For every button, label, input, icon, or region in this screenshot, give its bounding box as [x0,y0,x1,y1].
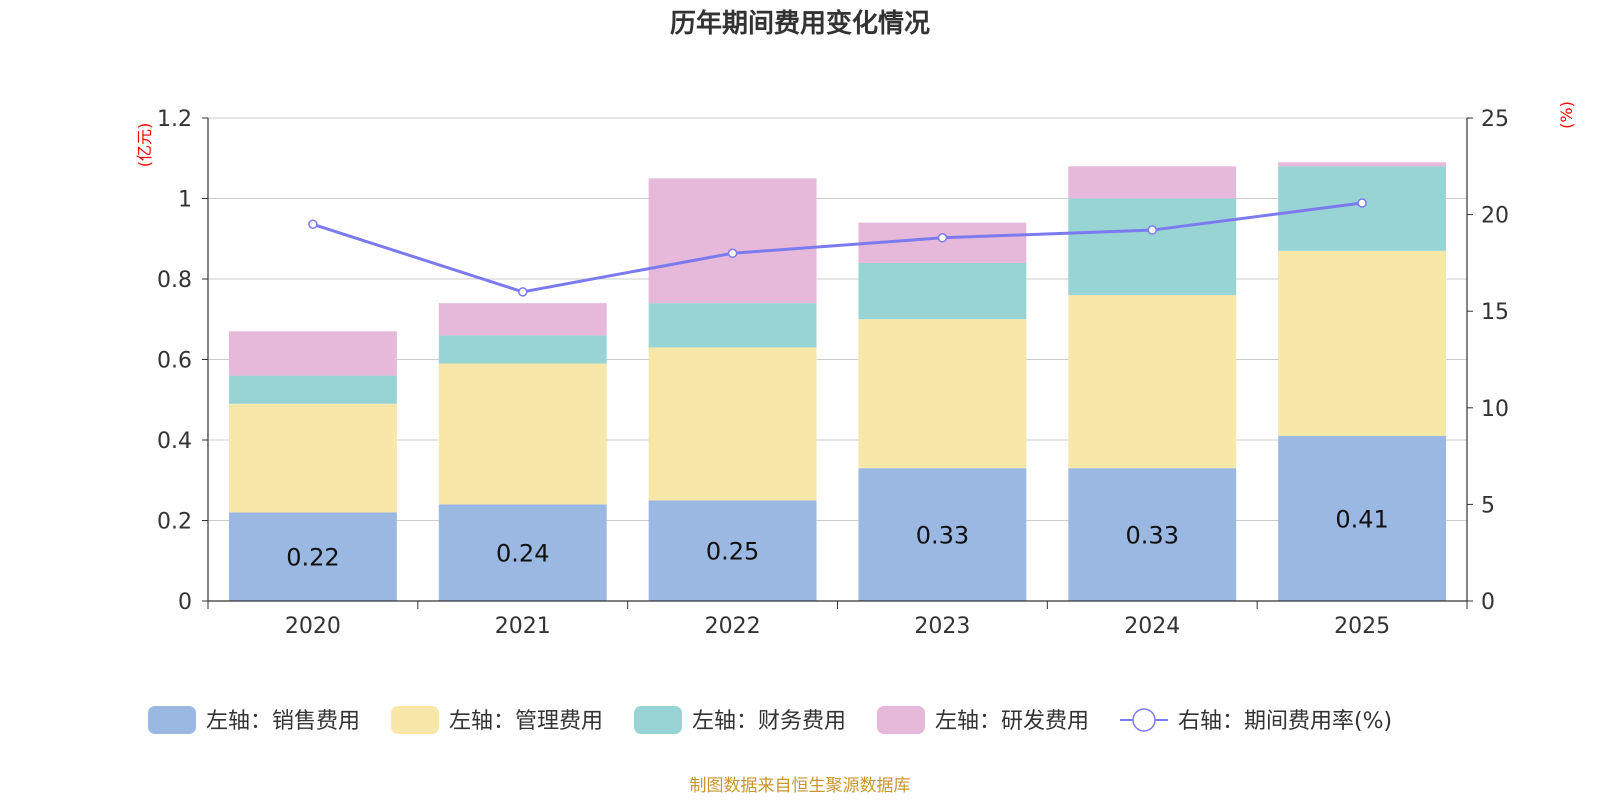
bar-data-label: 0.22 [286,544,339,572]
bar-segment [1068,198,1237,296]
bar-segment [438,303,607,336]
rate-line-point [727,248,738,258]
left-axis-tick-label: 1 [178,188,192,213]
legend-swatch [391,706,439,734]
bar-segment [228,331,397,376]
rate-line-point [1147,225,1157,235]
bar-segment [858,468,1027,601]
legend-swatch [148,706,196,734]
bar-segment [228,375,397,404]
legend-swatch [634,706,682,734]
rate-line-point [937,233,948,243]
legend-label: 左轴：研发费用 [935,709,1089,734]
bar-group: 0.22 0.24 0.25 0.33 0.33 0.41 [228,162,1447,601]
bar-data-label: 0.25 [706,538,759,566]
rate-line-point [308,219,318,230]
bar-data-label: 0.33 [916,522,969,550]
left-axis-unit: (亿元) [135,123,154,168]
rate-line [312,201,1363,294]
x-axis-tick-label: 2021 [495,614,551,639]
legend-label: 左轴：财务费用 [692,709,846,734]
right-axis-tick-label: 15 [1481,300,1509,325]
x-axis-tick-label: 2020 [285,614,341,639]
bar-segment [438,363,607,505]
rate-line-group [308,198,1367,297]
left-axis-tick-label: 0 [178,590,192,615]
bar-segment [648,500,817,601]
data-source-note: 制图数据来自恒生聚源数据库 [690,776,911,796]
gridlines [208,117,1467,521]
legend-swatch [877,706,925,734]
legend-label: 右轴：期间费用率(%) [1178,709,1392,734]
right-axis-tick-label: 10 [1481,397,1509,422]
bar-segment [228,512,397,601]
rate-line-point [1357,198,1367,208]
right-axis-tick-label: 20 [1481,204,1509,229]
bar-segment [1068,468,1237,601]
legend-label: 左轴：销售费用 [206,709,360,734]
left-axis-tick-label: 0.4 [157,429,192,454]
bar-segment [1068,166,1237,199]
bar-segment [648,178,817,304]
bar-segment [858,319,1027,469]
left-axis-tick-label: 0.8 [157,268,192,293]
bar-segment [1278,250,1447,436]
bar-segment [228,403,397,513]
x-axis-tick-label: 2023 [914,614,970,639]
bar-data-label: 0.24 [496,540,549,568]
right-axis-tick-label: 5 [1481,493,1495,518]
left-axis-tick-label: 1.2 [157,107,192,132]
bar-segment [438,504,607,601]
bar-segment [858,262,1027,320]
bar-data-label: 0.33 [1126,522,1179,550]
left-axis-tick-label: 0.6 [157,349,192,374]
bar-segment [648,303,817,348]
chart-title: 历年期间费用变化情况 [670,8,930,39]
rate-line-point [518,287,528,297]
legend-line-marker [1132,708,1156,732]
right-axis-tick-label: 0 [1481,590,1495,615]
legend-label: 左轴：管理费用 [449,709,603,734]
x-axis-tick-label: 2022 [705,614,761,639]
bar-segment [1278,162,1447,167]
bar-segment [648,347,817,501]
right-axis-tick-label: 25 [1481,107,1509,132]
legend: 左轴：销售费用 左轴：管理费用 左轴：财务费用 左轴：研发费用 右轴：期间费用率(%) [148,706,1392,734]
left-axis-tick-label: 0.2 [157,510,192,535]
bar-data-label: 0.41 [1335,505,1388,533]
x-axis-tick-label: 2025 [1334,614,1390,639]
bar-segment [1278,435,1447,601]
x-axis-tick-label: 2024 [1124,614,1180,639]
bar-segment [438,335,607,364]
right-axis-unit: (%) [1557,101,1576,129]
bar-segment [1068,295,1237,469]
bar-segment [1278,166,1447,251]
